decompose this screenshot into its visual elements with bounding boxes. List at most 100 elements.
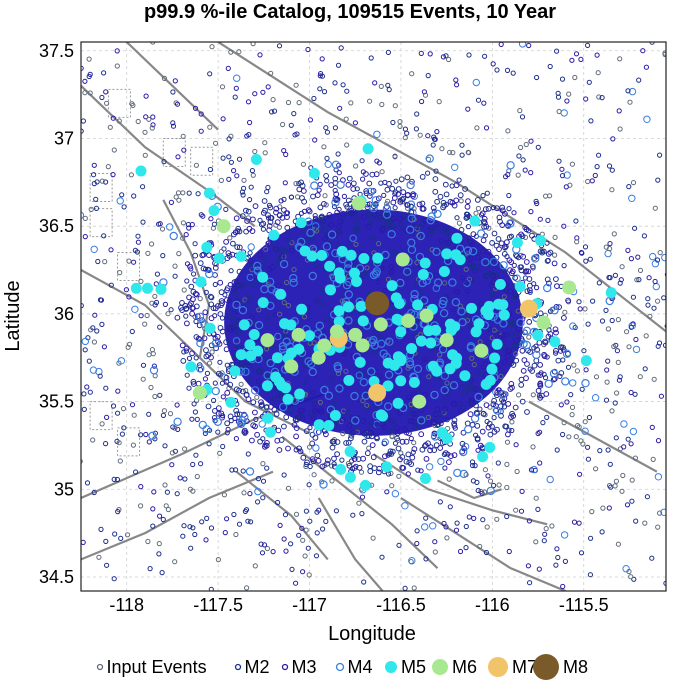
event-marker [395,186,402,192]
event-marker [585,444,591,450]
event-marker [107,124,113,130]
event-marker [456,220,462,226]
event-marker-m6 [439,333,454,348]
event-marker [526,276,533,282]
event-marker [506,192,512,199]
event-marker-m5 [395,375,407,387]
event-marker [447,504,453,510]
event-marker [312,213,318,219]
event-marker [263,246,269,252]
event-marker [596,94,602,100]
event-marker [573,434,579,440]
event-marker-m5 [466,302,477,314]
event-marker [637,374,643,380]
event-marker [226,314,233,320]
event-marker-m4 [440,371,450,380]
event-marker [466,276,472,282]
event-marker [87,389,93,395]
event-marker [170,120,176,126]
event-marker [458,198,464,204]
event-marker [260,226,266,232]
event-marker [642,520,648,526]
event-marker [236,228,243,235]
event-marker [190,288,197,295]
event-marker-m4 [531,254,540,263]
event-marker [39,417,43,421]
event-marker [298,179,305,186]
event-marker [621,444,627,450]
event-marker-m4 [385,337,394,346]
legend-marker [234,663,242,671]
event-marker [474,197,481,203]
event-marker [446,56,452,63]
event-marker-m6 [291,327,306,342]
event-marker-m4 [238,305,248,315]
event-marker [311,407,318,414]
event-marker [257,438,264,445]
event-marker [250,399,257,406]
event-marker [506,206,512,212]
event-marker [142,152,148,158]
event-marker [610,136,616,142]
event-marker-m4 [434,278,443,287]
event-marker [183,313,189,319]
event-marker [87,90,93,96]
event-marker [248,366,255,373]
event-marker [276,43,283,49]
event-marker [419,289,425,295]
event-marker [464,214,471,220]
event-marker [267,404,274,410]
event-marker [465,149,471,155]
event-marker [140,184,146,190]
event-marker [385,452,391,458]
event-marker [421,523,429,531]
event-marker [73,87,77,91]
event-marker [470,478,476,484]
event-marker [174,491,180,497]
event-marker [414,528,420,534]
event-marker-m5 [272,352,283,364]
event-marker [525,268,532,275]
event-marker [396,212,403,219]
event-marker-m5 [395,326,407,338]
event-marker [427,230,433,237]
event-marker [152,293,158,299]
event-marker [194,473,200,480]
event-marker [199,252,206,259]
event-marker [234,244,241,251]
event-marker [233,407,240,414]
event-marker [517,264,524,271]
event-marker [675,556,679,560]
event-marker [564,98,570,104]
event-marker [448,453,454,460]
event-marker [459,152,465,158]
event-marker [271,406,278,413]
event-marker [264,189,270,195]
event-marker [400,189,407,196]
event-marker [489,240,496,246]
event-marker [412,333,418,339]
event-marker [363,190,370,197]
event-marker [146,116,152,122]
event-marker-m5 [325,284,336,296]
event-marker [397,123,403,130]
event-marker [460,275,466,281]
event-marker [526,42,532,49]
event-marker [501,251,508,257]
event-marker-m4 [413,364,423,374]
event-marker [524,361,530,367]
event-marker [331,401,337,407]
event-marker [513,507,519,513]
event-marker [559,76,566,82]
event-marker-m4 [499,261,508,270]
event-marker [518,382,525,388]
event-marker [671,510,675,514]
event-marker [142,129,148,135]
event-marker [485,473,491,479]
event-marker [385,82,391,88]
event-marker [451,420,458,427]
event-marker [391,249,397,255]
event-marker [227,381,234,388]
event-marker [576,299,582,305]
event-marker [159,226,166,232]
